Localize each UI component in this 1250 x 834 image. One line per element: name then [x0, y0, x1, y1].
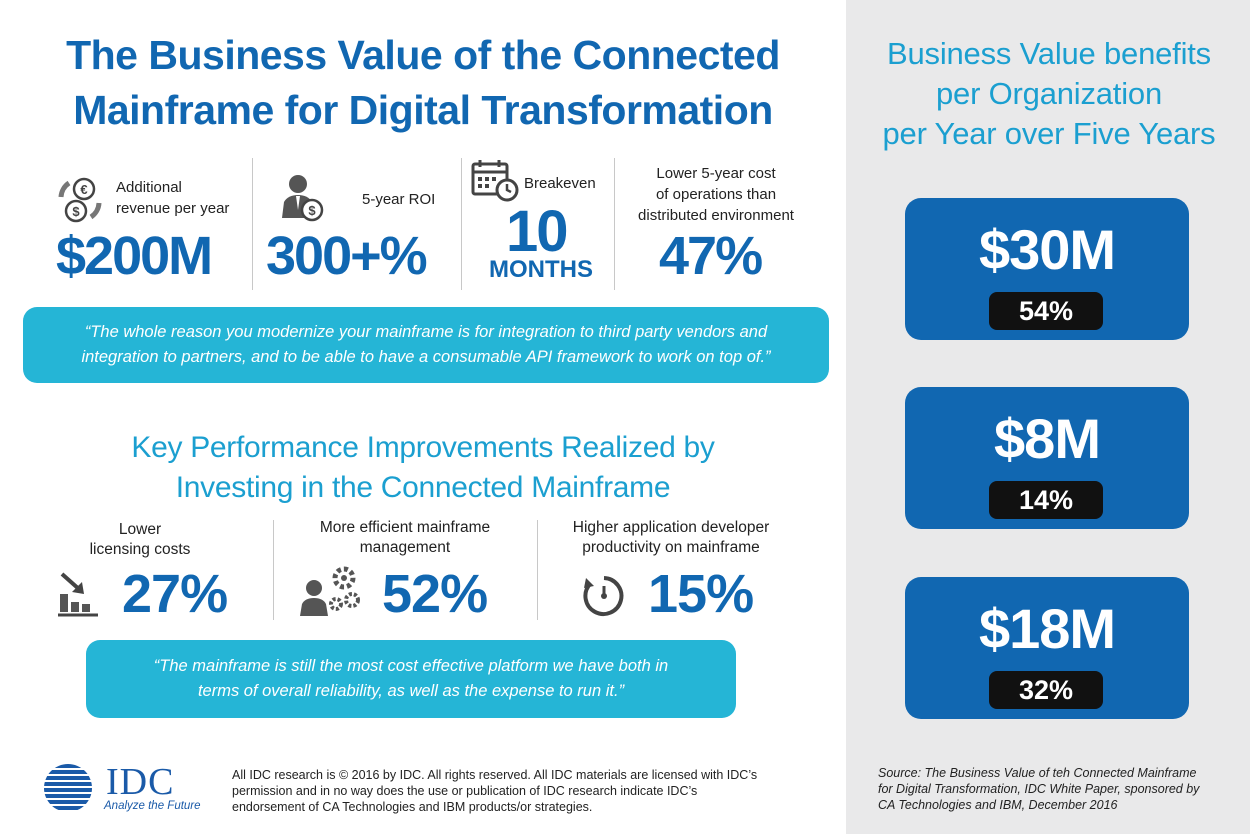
benefit-amount: $8M — [994, 407, 1101, 470]
divider — [614, 158, 615, 290]
idc-tagline: Analyze the Future — [104, 800, 201, 812]
kpi-management-value: 52% — [382, 564, 488, 624]
stat-breakeven-label: Breakeven — [524, 175, 596, 192]
idc-wordmark: IDC — [106, 761, 175, 803]
kpi-licensing-label: Lower licensing costs — [89, 521, 191, 558]
benefit-percent-badge: 32% — [989, 671, 1103, 709]
svg-text:$: $ — [308, 203, 316, 218]
benefit-percent-badge: 14% — [989, 481, 1103, 519]
idc-logo[interactable]: IDC Analyze the Future — [38, 761, 218, 818]
businessman-dollar-icon: $ — [278, 172, 326, 224]
divider — [252, 158, 253, 290]
divider — [273, 520, 274, 620]
divider — [461, 158, 462, 290]
benefit-card: $18M 32% — [905, 577, 1189, 719]
benefit-amount: $18M — [978, 597, 1116, 660]
page-title: The Business Value of the Connected Main… — [66, 32, 780, 133]
euro-dollar-cycle-icon: € $ — [55, 175, 105, 225]
main-panel: The Business Value of the Connected Main… — [23, 32, 829, 818]
sidebar-title: Business Value benefits per Organization… — [882, 36, 1216, 151]
calendar-clock-icon — [470, 158, 520, 204]
stat-revenue-value: $200M — [56, 226, 213, 286]
stat-revenue-label: Additional revenue per year — [116, 179, 230, 217]
stat-breakeven-unit: MONTHS — [489, 256, 593, 283]
stat-roi-label: 5-year ROI — [362, 191, 436, 208]
benefit-card: $30M 54% — [905, 198, 1189, 340]
stat-roi-value: 300+% — [266, 226, 428, 286]
svg-text:€: € — [80, 182, 87, 197]
benefit-card: $8M 14% — [905, 387, 1189, 529]
person-gears-icon — [298, 564, 362, 618]
stat-cost-label: Lower 5-year cost of operations than dis… — [638, 165, 794, 224]
stopwatch-icon — [580, 574, 628, 618]
svg-text:$: $ — [72, 204, 80, 219]
bar-chart-down-icon — [56, 570, 100, 618]
stat-breakeven-value: 10 — [506, 199, 568, 264]
divider — [537, 520, 538, 620]
kpi-licensing-value: 27% — [122, 564, 228, 624]
benefit-amount: $30M — [978, 218, 1116, 281]
quote-box-1: “The whole reason you modernize your mai… — [23, 307, 829, 383]
kpi-productivity-label: Higher application developer productivit… — [572, 519, 770, 556]
quote-box-2: “The mainframe is still the most cost ef… — [86, 640, 736, 718]
benefit-percent-badge: 54% — [989, 292, 1103, 330]
kpi-productivity-value: 15% — [648, 564, 754, 624]
source-citation: Source: The Business Value of teh Connec… — [878, 766, 1200, 812]
globe-logo-icon — [44, 764, 92, 810]
kpi-management-label: More efficient mainframe management — [319, 519, 491, 556]
kpi-section-title: Key Performance Improvements Realized by… — [131, 431, 715, 504]
copyright-notice: All IDC research is © 2016 by IDC. All r… — [232, 768, 758, 814]
stat-cost-value: 47% — [659, 226, 763, 286]
